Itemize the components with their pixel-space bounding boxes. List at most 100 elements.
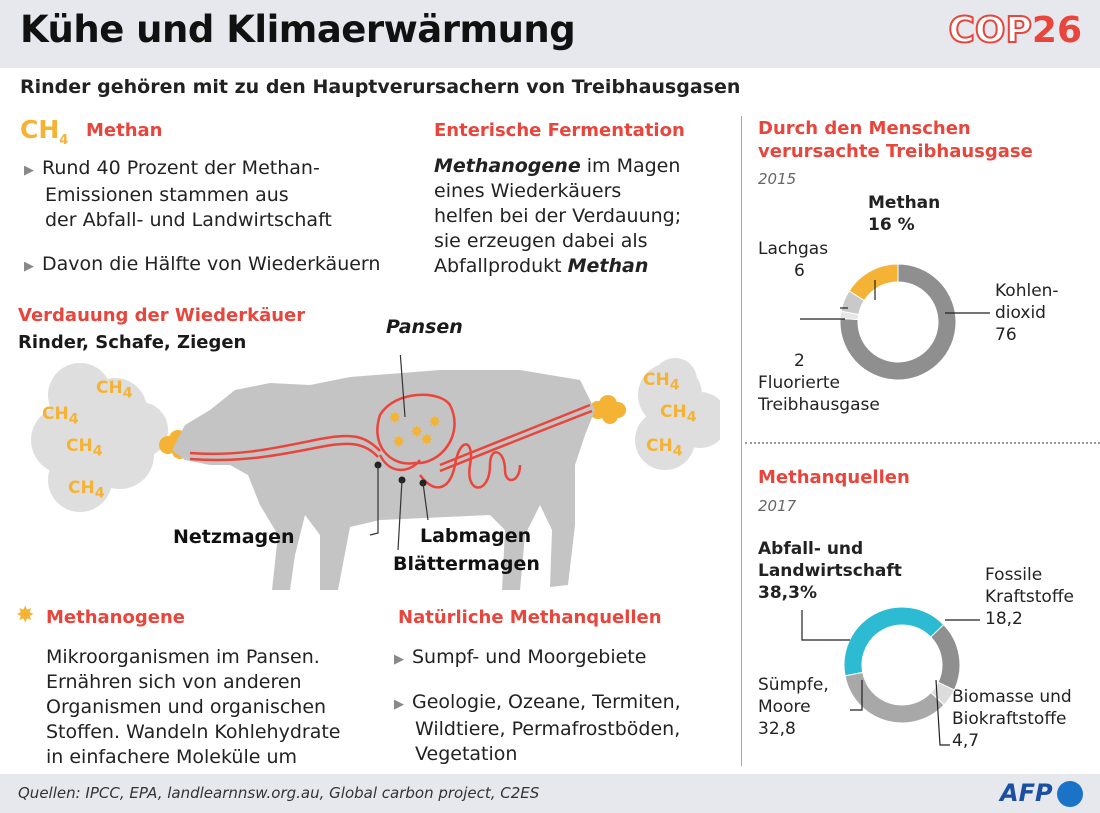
chart1-co2-line: 76 [995, 325, 1017, 345]
methanogene-line: Organismen und organischen [46, 696, 327, 718]
chart1-fluor-line: Treibhausgase [758, 395, 880, 415]
cow-silhouette [172, 370, 595, 590]
fermentation-text: Methanogene im Magen eines Wiederkäuers … [434, 154, 734, 279]
cow-illustration: ✸✸ ✸✸ ✸ [31, 355, 720, 590]
cop26-logo: COP26 [947, 9, 1082, 52]
ch4-sub: 4 [92, 443, 103, 460]
fermentation-italic-1: Methanogene [434, 155, 581, 177]
footer-bar [0, 774, 1100, 813]
methan-bullet-1-line-1: Rund 40 Prozent der Methan- [42, 157, 320, 179]
ch4-sub: 4 [122, 385, 133, 402]
fermentation-heading: Enterische Fermentation [434, 120, 685, 141]
sources-text: Quellen: IPCC, EPA, landlearnnsw.org.au,… [18, 784, 540, 802]
methanogene-line: in einfachere Moleküle um [46, 746, 298, 768]
chart2-label-bio: Biomasse und Biokraftstoffe 4,7 [952, 686, 1072, 752]
fermentation-line-4: sie erzeugen dabei als [434, 230, 648, 252]
cop-logo-number: 26 [1031, 10, 1082, 51]
methan-bullet-1-line-3: der Abfall- und Landwirtschaft [45, 209, 332, 231]
ch4-text: CH [42, 404, 69, 424]
chart1-lachgas-value: 6 [794, 261, 805, 281]
chart1-fluor-line: 2 [794, 351, 805, 371]
chart2-fossil-line: Fossile [985, 565, 1043, 585]
svg-text:✸: ✸ [388, 408, 401, 427]
chart1-co2-line: Kohlen- [995, 281, 1059, 301]
gas-cloud-right [635, 358, 720, 470]
ch4-formula-sub: 4 [59, 133, 69, 148]
ch4-sub: 4 [686, 409, 697, 426]
natural-bullet-2-line-2: Wildtiere, Permafrostböden, [415, 718, 681, 740]
methanogene-line: Mikroorganismen im Pansen. [46, 646, 320, 668]
natural-heading: Natürliche Methanquellen [398, 607, 662, 628]
donut-slice-lachgas [840, 290, 865, 316]
donut-slice-kohlendioxid [839, 263, 957, 381]
methan-bullet-2-line-1: Davon die Hälfte von Wiederkäuern [42, 253, 381, 275]
chart1-methan-name: Methan [868, 193, 941, 213]
chart2-agri-line: Abfall- und [758, 539, 864, 559]
column-divider [741, 116, 742, 766]
page-title: Kühe und Klimaerwärmung [20, 8, 576, 51]
chart2-agri-line: 38,3% [758, 583, 817, 603]
ch4-formula-text: CH [20, 115, 60, 144]
ch4-label-right-3: CH4 [646, 436, 683, 459]
page-subtitle: Rinder gehören mit zu den Hauptverursach… [20, 76, 741, 98]
ch4-label-right-1: CH4 [643, 370, 680, 393]
chart2-swamp-line: Sümpfe, [758, 675, 829, 695]
methanogen-star-icon: ✸ [16, 603, 35, 628]
digestive-tract [189, 393, 593, 489]
ch4-text: CH [66, 436, 93, 456]
section-divider-dotted [745, 442, 1100, 444]
rumen [376, 393, 456, 465]
ch4-text: CH [96, 378, 123, 398]
chart2-swamp-line: Moore [758, 697, 811, 717]
ch4-label-right-2: CH4 [660, 402, 697, 425]
methan-bullet-1-line-2: Emissionen stammen aus [45, 184, 289, 206]
ch4-label-left-3: CH4 [66, 436, 103, 459]
ch4-sub: 4 [68, 411, 79, 428]
chart2-bio-line: 4,7 [952, 731, 980, 751]
ch4-label-left-4: CH4 [68, 478, 105, 501]
natural-bullet-1-line-1: Sumpf- und Moorgebiete [412, 646, 647, 668]
ch4-label-left-2: CH4 [42, 404, 79, 427]
fermentation-line-5: Abfallprodukt [434, 255, 568, 277]
chart1-leader-lines [800, 280, 990, 320]
label-netzmagen: Netzmagen [173, 526, 295, 548]
methan-bullet-1: ▶ Rund 40 Prozent der Methan- Emissionen … [24, 156, 404, 233]
fermentation-line-3: helfen bei der Verdauung; [434, 205, 682, 227]
chart1-title: Durch den Menschen verursachte Treibhaus… [758, 118, 1033, 162]
methanogen-star-icons: ✸✸ ✸✸ ✸ [388, 408, 441, 451]
ch4-label-left-1: CH4 [96, 378, 133, 401]
ch4-sub: 4 [94, 485, 105, 502]
bullet-arrow-icon: ▶ [394, 652, 404, 667]
natural-bullet-2-line-3: Vegetation [415, 743, 518, 765]
fermentation-line-1: im Magen [580, 155, 681, 177]
bullet-arrow-icon: ▶ [394, 697, 404, 712]
label-pansen: Pansen [386, 316, 463, 338]
afp-logo-dot-icon [1057, 781, 1083, 807]
methanogene-heading: Methanogene [46, 607, 185, 628]
chart2-agri-line: Landwirtschaft [758, 561, 902, 581]
methanogene-line: Stoffen. Wandeln Kohlehydrate [46, 721, 341, 743]
gas-cloud-left [31, 363, 168, 512]
methan-bullet-2: ▶ Davon die Hälfte von Wiederkäuern [24, 252, 404, 279]
ch4-sub: 4 [672, 443, 683, 460]
organ-leader-lines [369, 465, 429, 551]
pansen-leader [399, 355, 406, 418]
svg-text:✸: ✸ [392, 432, 405, 451]
gas-puff-right-icon [589, 395, 626, 424]
chart2-title: Methanquellen [758, 467, 910, 488]
afp-logo: AFP [1000, 779, 1053, 807]
chart1-methan-value: 16 % [868, 215, 915, 235]
ch4-text: CH [660, 402, 687, 422]
chart1-fluor-line: Fluorierte [758, 373, 840, 393]
methan-heading: Methan [86, 120, 163, 141]
chart2-leader-lines [801, 610, 980, 746]
chart2-fossil-line: 18,2 [985, 609, 1023, 629]
chart1-lachgas-name: Lachgas [758, 239, 829, 259]
chart2-label-fossil: Fossile Kraftstoffe 18,2 [985, 564, 1074, 630]
chart1-label-lachgas: Lachgas 6 [758, 238, 828, 282]
bullet-arrow-icon: ▶ [24, 259, 34, 274]
svg-text:✸: ✸ [410, 422, 423, 441]
svg-text:✸: ✸ [420, 430, 433, 449]
chart1-year: 2015 [758, 170, 797, 188]
bullet-arrow-icon: ▶ [24, 163, 34, 178]
